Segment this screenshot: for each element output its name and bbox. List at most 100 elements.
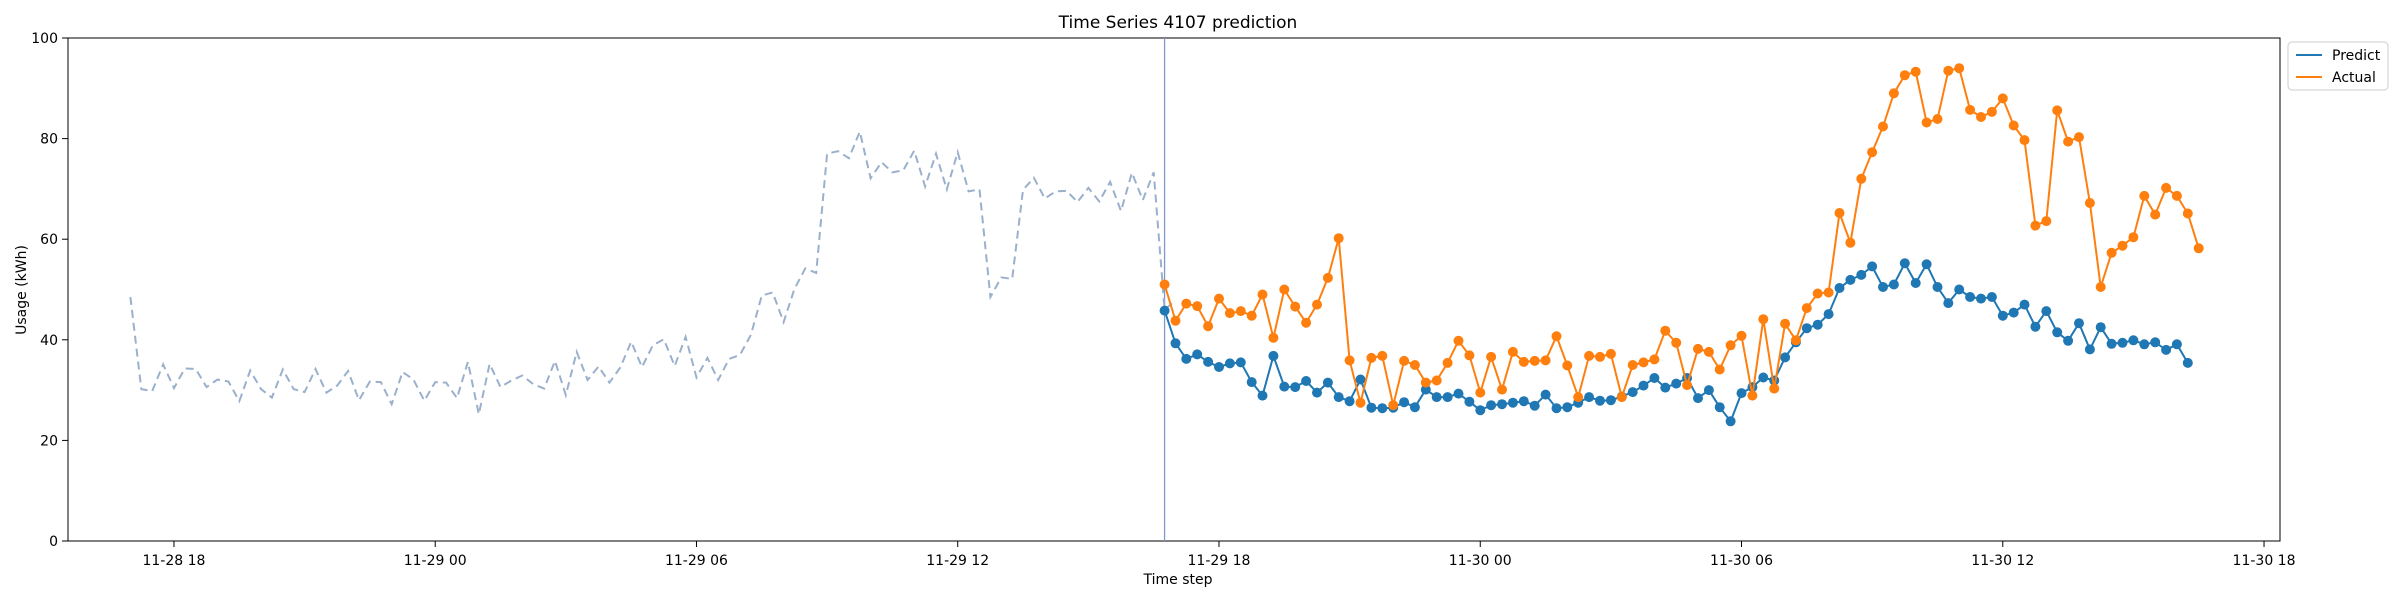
plot-frame (67, 37, 2281, 542)
predict-data-point (1333, 392, 1344, 403)
actual-data-point (1965, 104, 1976, 115)
x-axis-label: Time step (1143, 572, 1213, 588)
predict-data-point (1888, 279, 1899, 290)
predict-data-point (1736, 388, 1747, 399)
predict-data-point (2008, 307, 2019, 318)
actual-data-point (1192, 301, 1203, 312)
x-tick-label: 11-30 00 (1449, 553, 1512, 569)
actual-data-point (1453, 335, 1464, 346)
predict-data-point (1703, 385, 1714, 396)
predict-data-point (1246, 377, 1257, 388)
predict-data-point (1507, 397, 1518, 408)
predict-data-point (1758, 372, 1769, 383)
actual-data-point (1812, 288, 1823, 299)
predict-data-point (1638, 380, 1649, 391)
actual-data-point (2074, 132, 2084, 143)
predict-data-point (1867, 261, 1878, 272)
predict-data-point (1442, 392, 1453, 403)
history-series-line (129, 128, 1177, 415)
actual-data-point (1573, 392, 1584, 403)
predict-data-point (1518, 396, 1529, 407)
predict-data-point (1366, 402, 1377, 413)
predict-data-point (1551, 403, 1562, 414)
legend-actual-label: Actual (2332, 70, 2376, 86)
x-tick-label: 11-30 12 (1971, 553, 2034, 569)
actual-data-point (1486, 351, 1497, 362)
predict-data-point (2052, 327, 2063, 338)
actual-data-point (1954, 63, 1965, 74)
predict-data-point (2171, 339, 2182, 350)
predict-data-point (1159, 305, 1170, 316)
actual-data-point (1290, 301, 1301, 312)
predict-data-point (2128, 335, 2139, 346)
predict-data-point (1377, 403, 1388, 414)
actual-data-point (1790, 335, 1801, 346)
predict-data-point (1355, 374, 1366, 385)
actual-data-point (2063, 136, 2074, 147)
predict-data-point (1475, 405, 1486, 416)
actual-series-line (1163, 67, 2200, 406)
predict-data-point (1649, 373, 1660, 383)
actual-data-point (1388, 400, 1399, 411)
actual-data-point (2182, 208, 2193, 219)
actual-data-point (1214, 293, 1224, 304)
actual-data-point (1377, 350, 1388, 361)
actual-data-point (1584, 350, 1595, 361)
actual-data-point (1878, 121, 1888, 132)
actual-data-point (1725, 340, 1736, 351)
actual-data-point (1976, 112, 1986, 122)
actual-data-point (1671, 337, 1682, 348)
actual-data-point (1344, 355, 1355, 366)
predict-data-point (1279, 381, 1290, 392)
predict-data-point (2084, 344, 2095, 355)
predict-data-point (1344, 396, 1355, 407)
predict-data-point (2074, 318, 2084, 329)
actual-data-point (1181, 298, 1192, 309)
predict-data-point (2139, 339, 2150, 350)
predict-data-point (1671, 378, 1682, 389)
actual-data-point (1235, 306, 1246, 317)
actual-data-point (2106, 247, 2117, 258)
predict-data-point (1497, 399, 1507, 410)
predict-data-point (1714, 402, 1725, 413)
predict-data-point (1965, 292, 1976, 302)
predict-data-point (2041, 306, 2052, 317)
predict-data-point (1420, 384, 1431, 395)
actual-data-point (1518, 356, 1529, 367)
actual-data-point (1595, 351, 1605, 362)
actual-data-point (1660, 325, 1671, 336)
predict-data-point (1997, 310, 2008, 321)
predict-data-point (1268, 350, 1279, 361)
actual-data-point (2150, 209, 2161, 220)
actual-data-point (1747, 390, 1758, 401)
actual-data-point (1834, 208, 1845, 218)
actual-data-point (1736, 330, 1747, 341)
predict-data-point (1224, 358, 1235, 369)
predict-data-point (2030, 321, 2041, 332)
predict-data-point (1486, 400, 1497, 411)
actual-data-point (1986, 106, 1997, 117)
predict-data-point (1192, 349, 1203, 360)
predict-data-point (1605, 395, 1616, 406)
predict-data-point (1660, 382, 1671, 393)
predict-data-point (2117, 337, 2128, 348)
predict-data-point (1801, 323, 1812, 334)
predict-data-point (1823, 309, 1834, 320)
actual-data-point (1279, 284, 1290, 295)
predict-data-point (1322, 377, 1333, 388)
actual-data-point (1333, 233, 1344, 244)
actual-data-point (1301, 317, 1312, 328)
actual-data-point (2161, 182, 2172, 193)
actual-data-point (1638, 357, 1649, 368)
y-tick-label: 100 (31, 31, 58, 47)
actual-data-point (1551, 331, 1562, 342)
actual-data-point (1203, 321, 1214, 332)
actual-data-point (1224, 308, 1235, 319)
actual-data-point (1562, 360, 1573, 371)
actual-data-point (1170, 315, 1181, 326)
actual-data-point (1409, 360, 1420, 370)
predict-data-point (1595, 395, 1605, 406)
actual-data-point (1257, 289, 1268, 300)
x-tick-label: 11-29 12 (926, 553, 989, 569)
actual-data-point (1769, 383, 1780, 394)
